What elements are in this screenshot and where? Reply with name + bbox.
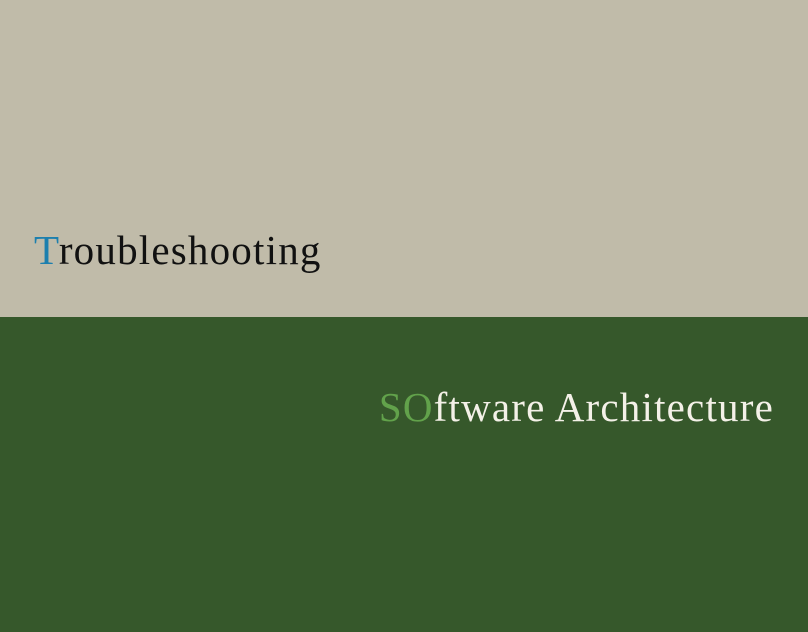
bottom-panel [0,317,808,632]
title-initial-letter: T [34,227,59,273]
title-rest: ftware Architecture [433,384,774,430]
troubleshooting-title: Troubleshooting [34,226,322,274]
title-rest: roubleshooting [58,227,322,273]
top-panel: Troubleshooting [0,0,808,317]
software-architecture-title: SOftware Architecture [379,383,774,431]
title-initial-letters: SO [378,384,434,430]
